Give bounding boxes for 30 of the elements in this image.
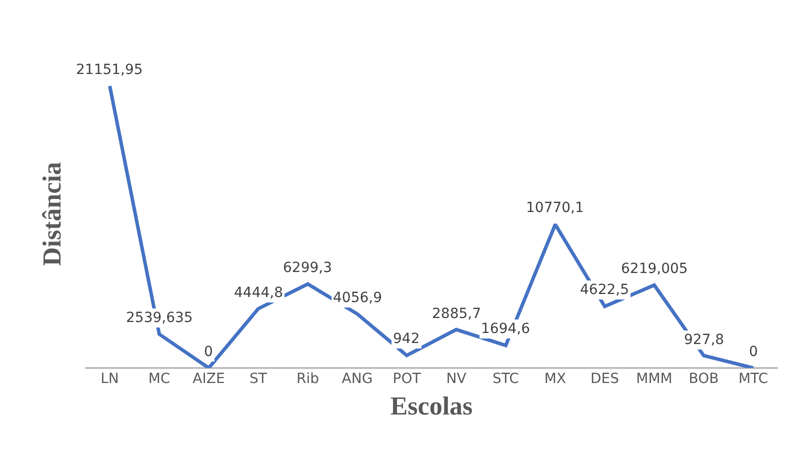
data-label: 2885,7 [432,306,481,322]
data-label: 6299,3 [283,260,332,276]
x-tick-label: Rib [296,371,320,387]
x-tick-label: MX [544,371,566,387]
data-label: 927,8 [684,332,724,348]
x-tick-label: DES [590,371,620,387]
x-tick-label: MC [148,371,170,387]
x-tick-label: STC [492,371,520,387]
data-label: 10770,1 [526,200,584,216]
x-tick-label: MMM [636,371,672,387]
data-label: 4444,8 [234,285,283,301]
x-tick-label: MTC [738,371,768,387]
x-tick-label: ANG [342,371,373,387]
data-label: 942 [393,331,420,347]
x-tick-label: NV [446,371,467,387]
data-label: 1694,6 [481,321,530,337]
data-label: 4622,5 [580,282,629,298]
x-tick-label: BOB [688,371,719,387]
data-label: 4056,9 [333,290,382,306]
x-tick-label: POT [392,371,422,387]
x-tick-label: ST [250,371,268,387]
data-label: 0 [749,344,758,360]
data-label: 0 [204,344,213,360]
x-tick-label: AIZE [192,371,225,387]
data-label: 21151,95 [76,62,143,78]
y-axis-title: Distância [37,162,66,266]
data-label: 6219,005 [621,261,688,277]
x-tick-label: LN [100,371,119,387]
data-label: 2539,635 [126,310,193,326]
x-axis-title: Escolas [390,392,473,421]
